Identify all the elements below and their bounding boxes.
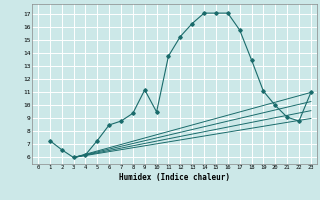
X-axis label: Humidex (Indice chaleur): Humidex (Indice chaleur) bbox=[119, 173, 230, 182]
